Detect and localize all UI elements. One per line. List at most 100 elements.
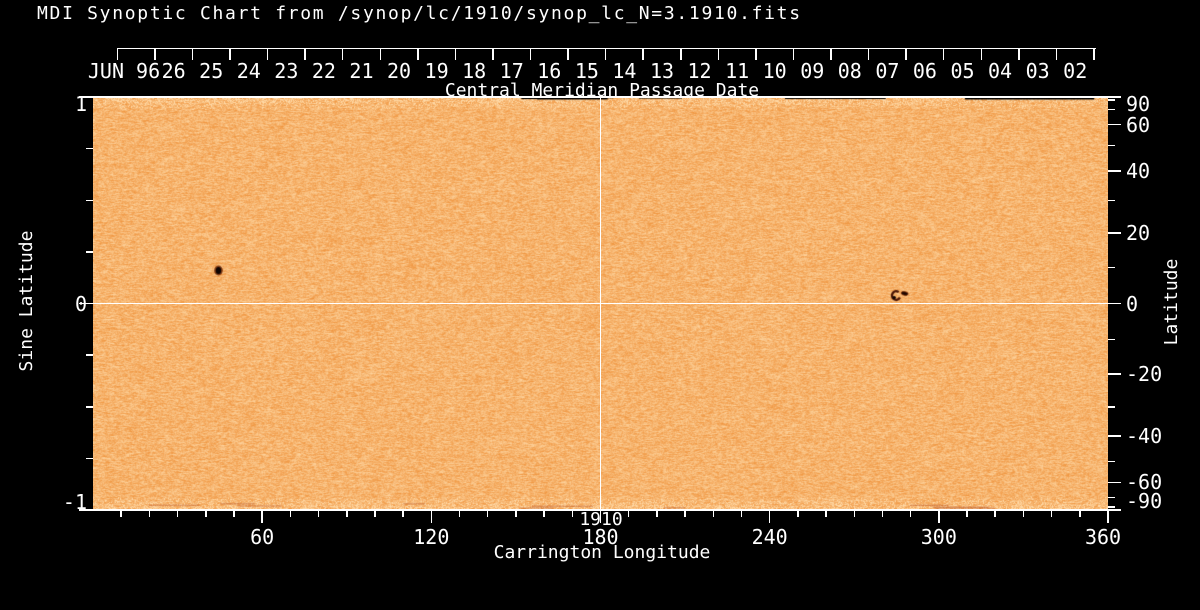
carrington-minor-tick xyxy=(346,510,348,517)
latitude-major-tick xyxy=(1108,232,1121,234)
cmp-day-label: 18 xyxy=(462,59,487,83)
latitude-minor-tick xyxy=(1108,144,1115,147)
cmp-day-tick xyxy=(680,47,682,60)
carrington-minor-tick xyxy=(148,510,151,517)
sine-lat-minor-tick xyxy=(86,251,93,253)
latitude-tick-label: -40 xyxy=(1126,424,1163,449)
cmp-day-tick xyxy=(905,47,907,60)
cmp-day-label: 11 xyxy=(725,59,750,83)
synoptic-map-panel xyxy=(90,96,1111,511)
sine-lat-minor-tick xyxy=(86,406,93,408)
latitude-major-tick xyxy=(1108,170,1121,172)
cmp-day-label: 26 xyxy=(161,59,186,83)
cmp-day-label: 17 xyxy=(499,59,524,83)
cmp-day-tick xyxy=(379,47,381,60)
cmp-day-label: 05 xyxy=(950,59,975,83)
latitude-major-tick xyxy=(1108,435,1121,437)
rotation-number-label: 1910 xyxy=(579,509,623,530)
cmp-day-tick xyxy=(642,47,644,60)
sine-lat-major-tick xyxy=(79,302,93,305)
latitude-major-tick xyxy=(1108,96,1121,98)
carrington-minor-tick xyxy=(853,510,855,517)
latitude-tick-label: 20 xyxy=(1126,220,1151,245)
carrington-minor-tick xyxy=(486,510,489,517)
cmp-day-tick xyxy=(529,47,532,60)
carrington-major-tick xyxy=(599,510,602,523)
cmp-day-tick xyxy=(942,47,945,60)
latitude-minor-tick xyxy=(1108,496,1115,499)
carrington-major-tick xyxy=(430,510,433,523)
cmp-day-tick xyxy=(417,47,419,60)
carrington-minor-tick xyxy=(289,510,292,517)
equator-gridline xyxy=(93,302,1108,305)
cmp-day-tick xyxy=(1055,47,1058,60)
cmp-day-label: 23 xyxy=(274,59,299,83)
cmp-day-label: 25 xyxy=(199,59,224,83)
latitude-minor-tick xyxy=(1108,108,1115,111)
cmp-day-label: 03 xyxy=(1025,59,1050,83)
carrington-minor-tick xyxy=(233,510,235,517)
cmp-day-label: 15 xyxy=(574,59,599,83)
cmp-month-label: JUN 96 xyxy=(87,59,161,83)
carrington-minor-tick xyxy=(881,510,884,517)
carrington-minor-tick xyxy=(909,510,912,517)
carrington-minor-tick xyxy=(205,510,207,517)
cmp-day-label: 16 xyxy=(537,59,562,83)
carrington-major-tick xyxy=(261,510,263,523)
carrington-minor-tick xyxy=(176,510,179,517)
latitude-minor-tick xyxy=(1108,406,1115,408)
cmp-day-label: 06 xyxy=(912,59,937,83)
latitude-tick-label: 60 xyxy=(1126,112,1151,137)
carrington-minor-tick xyxy=(740,510,743,517)
carrington-minor-tick xyxy=(515,510,517,517)
carrington-minor-tick xyxy=(1050,510,1053,517)
plot-top-border xyxy=(93,96,1108,98)
cmp-day-tick xyxy=(980,47,983,60)
sine-lat-minor-tick xyxy=(86,199,93,201)
carrington-minor-tick xyxy=(627,510,630,517)
carrington-minor-tick xyxy=(317,510,320,517)
cmp-day-tick xyxy=(304,47,306,60)
latitude-major-tick xyxy=(1108,509,1121,511)
sine-lat-tick-label: 0 xyxy=(74,291,87,316)
cmp-day-tick xyxy=(792,47,795,60)
cmp-day-tick xyxy=(116,47,119,60)
latitude-major-tick xyxy=(1108,302,1121,305)
cmp-day-label: 14 xyxy=(612,59,637,83)
carrington-tick-label: 180 xyxy=(582,525,619,549)
carrington-tick-label: 120 xyxy=(413,525,450,549)
latitude-tick-label: -90 xyxy=(1126,489,1163,513)
sine-lat-minor-tick xyxy=(86,147,93,150)
carrington-minor-tick xyxy=(712,510,715,517)
sine-lat-tick-label: 1 xyxy=(74,92,87,116)
cmp-day-label: 07 xyxy=(875,59,900,83)
latitude-minor-tick xyxy=(1108,338,1115,341)
cmp-day-tick xyxy=(867,47,870,60)
sine-latitude-axis-title: Sine Latitude xyxy=(16,230,37,372)
carrington-minor-tick xyxy=(402,510,404,517)
carrington-major-tick xyxy=(1107,510,1109,523)
carrington-minor-tick xyxy=(374,510,376,517)
cmp-day-label: 24 xyxy=(236,59,261,83)
cmp-day-label: 21 xyxy=(349,59,374,83)
cmp-day-tick xyxy=(454,47,457,60)
cmp-day-label: 20 xyxy=(386,59,412,83)
carrington-minor-tick xyxy=(825,510,827,517)
carrington-minor-tick xyxy=(1022,510,1025,517)
cmp-day-tick xyxy=(1093,47,1095,60)
carrington-minor-tick xyxy=(458,510,461,517)
latitude-axis-title: Latitude xyxy=(1161,258,1182,346)
carrington-longitude-axis-title: Carrington Longitude xyxy=(493,542,711,563)
cmp-day-tick xyxy=(154,47,156,60)
latitude-minor-tick xyxy=(1108,266,1115,269)
latitude-tick-label: 40 xyxy=(1126,158,1151,183)
latitude-tick-label: 0 xyxy=(1126,291,1139,316)
latitude-minor-tick xyxy=(1108,199,1115,201)
latitude-minor-tick xyxy=(1108,99,1115,101)
cmp-day-label: 12 xyxy=(687,59,712,83)
carrington-minor-tick xyxy=(1079,510,1081,517)
sine-lat-tick-label: -1 xyxy=(62,490,87,514)
cmp-date-axis-title: Central Meridian Passage Date xyxy=(444,80,760,101)
cmp-day-label: 02 xyxy=(1063,59,1088,83)
sine-lat-major-tick xyxy=(79,509,93,511)
